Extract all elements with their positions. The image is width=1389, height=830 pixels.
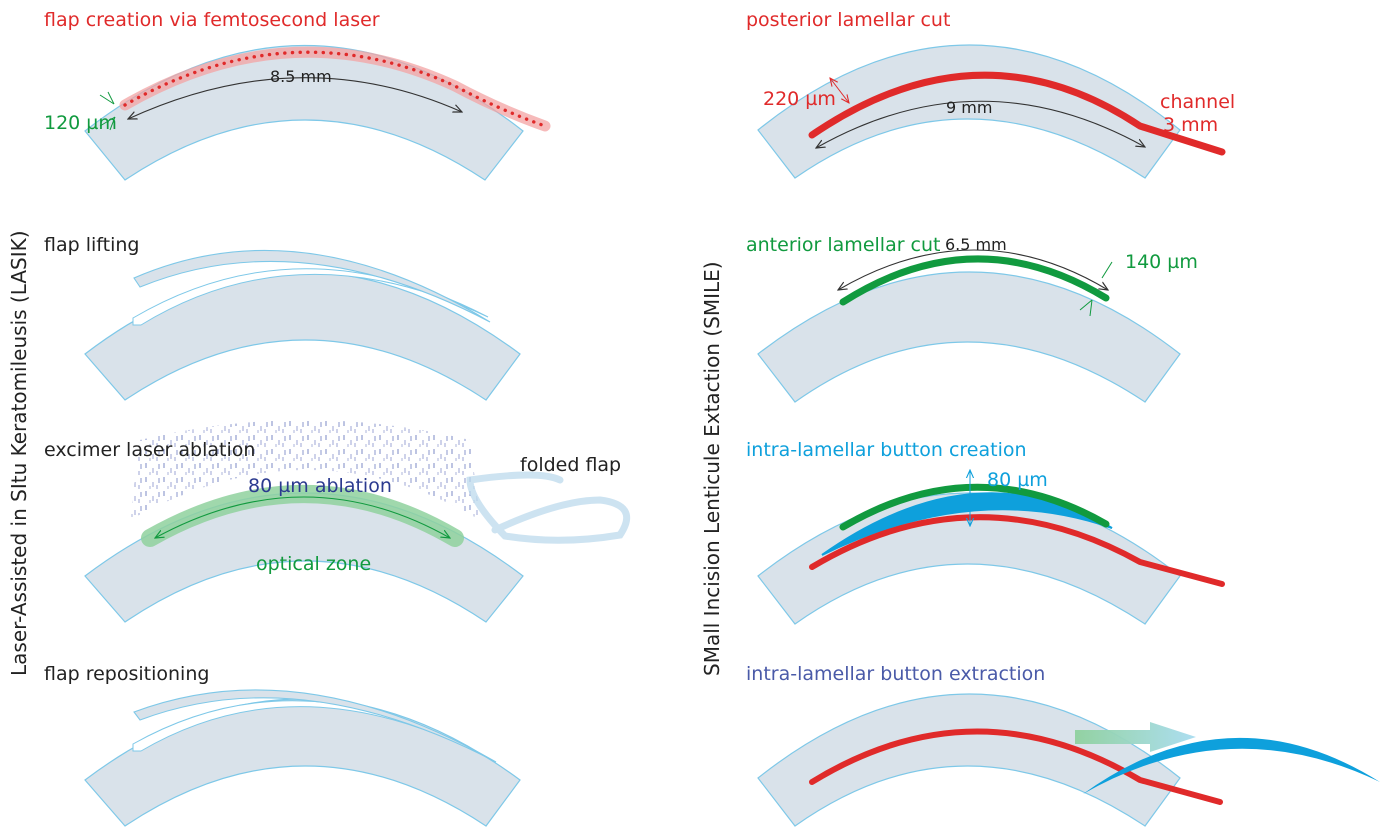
folded-flap	[466, 471, 631, 544]
channel-label: channel	[1160, 91, 1235, 113]
lenticule-posterior-cut	[809, 514, 1225, 587]
smile-140um-marker	[1079, 261, 1113, 317]
ablation-depth-label: 80 µm ablation	[248, 475, 392, 497]
lasik-step2-title: flap lifting	[44, 234, 139, 256]
smile-9mm-arrow	[816, 100, 1145, 148]
posterior-cut-line	[808, 71, 1226, 156]
extraction-posterior-cut	[809, 728, 1223, 805]
button-thickness-label: 80 µm	[987, 469, 1048, 491]
optical-zone-arrow	[155, 496, 450, 538]
smile-depth-label: 220 µm	[763, 88, 836, 110]
smile-step1-cornea	[757, 44, 1181, 179]
lasik-step4-title: flap repositioning	[44, 663, 209, 685]
optical-zone-label: optical zone	[256, 553, 371, 575]
extraction-arrow	[1075, 722, 1196, 752]
lenticule-anterior-cut	[839, 483, 1110, 531]
anterior-depth-label: 140 µm	[1125, 251, 1198, 273]
lasik-120um-marker	[99, 91, 116, 131]
lasik-flap-thickness-label: 120 µm	[44, 112, 117, 134]
smile-step4-cornea	[757, 693, 1181, 827]
smile-step2-title: anterior lamellar cut	[746, 234, 941, 256]
smile-6.5mm-arrow	[838, 249, 1108, 290]
excimer-laser-spray	[130, 420, 480, 520]
lasik-step3-title: excimer laser ablation	[44, 439, 255, 461]
femtosecond-laser-spots	[119, 46, 551, 132]
extracted-lenticule	[1083, 737, 1380, 794]
lasik-diameter-label: 8.5 mm	[270, 67, 332, 86]
channel-length-label: 3 mm	[1163, 114, 1218, 136]
smile-diameter-label: 9 mm	[946, 98, 992, 117]
lasik-side-title: Laser-Assisted in SItu Keratomileusis (L…	[7, 230, 31, 676]
smile-step2-cornea	[757, 271, 1181, 403]
optical-zone-band	[141, 485, 464, 547]
smile-step4-title: intra-lamellar button extraction	[746, 663, 1045, 685]
lenticule-button	[821, 492, 1113, 556]
smile-step1-title: posterior lamellar cut	[746, 9, 950, 31]
smile-side-title: SMall Incision Lenticule Extaction (SMIL…	[700, 261, 724, 676]
lasik-8.5mm-arrow	[128, 77, 462, 119]
lasik-step1-cornea	[84, 45, 524, 181]
anterior-diameter-label: 6.5 mm	[945, 235, 1007, 254]
smile-220um-arrow	[830, 78, 849, 103]
smile-step3-title: intra-lamellar button creation	[746, 439, 1027, 461]
lasik-step1-title: flap creation via femtosecond laser	[44, 9, 380, 31]
lasik-step2-cornea	[84, 249, 521, 401]
lasik-step4-cornea	[84, 689, 521, 827]
folded-flap-label: folded flap	[520, 454, 621, 476]
